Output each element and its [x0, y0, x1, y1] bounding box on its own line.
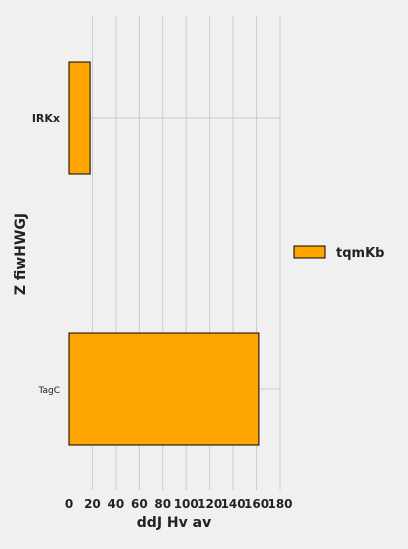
bars — [68, 61, 260, 446]
x-tick-label: 100 — [174, 497, 199, 511]
x-tick-label: 80 — [154, 497, 171, 511]
legend-label: tqmKb — [336, 246, 384, 261]
x-tick-label: 60 — [131, 497, 148, 511]
y-axis-title: Z fiwHWGJ — [13, 213, 29, 295]
y-category-labels: IRKx TagC — [32, 112, 60, 396]
legend-swatch — [293, 245, 326, 259]
x-tick-label: 180 — [267, 497, 292, 511]
x-tick-label: 40 — [108, 497, 125, 511]
x-tick-label: 0 — [65, 497, 73, 511]
x-axis-title: ddJ Hv av — [137, 515, 211, 531]
y-category-label: IRKx — [32, 112, 60, 125]
x-tick-label: 120 — [197, 497, 222, 511]
y-category-label: TagC — [37, 386, 60, 396]
legend: tqmKb — [293, 245, 384, 261]
x-tick-label: 20 — [84, 497, 101, 511]
x-tick-label: 140 — [221, 497, 246, 511]
x-tick-label: 160 — [244, 497, 269, 511]
bar-irkx — [68, 61, 91, 175]
bar-tagc — [68, 332, 260, 446]
